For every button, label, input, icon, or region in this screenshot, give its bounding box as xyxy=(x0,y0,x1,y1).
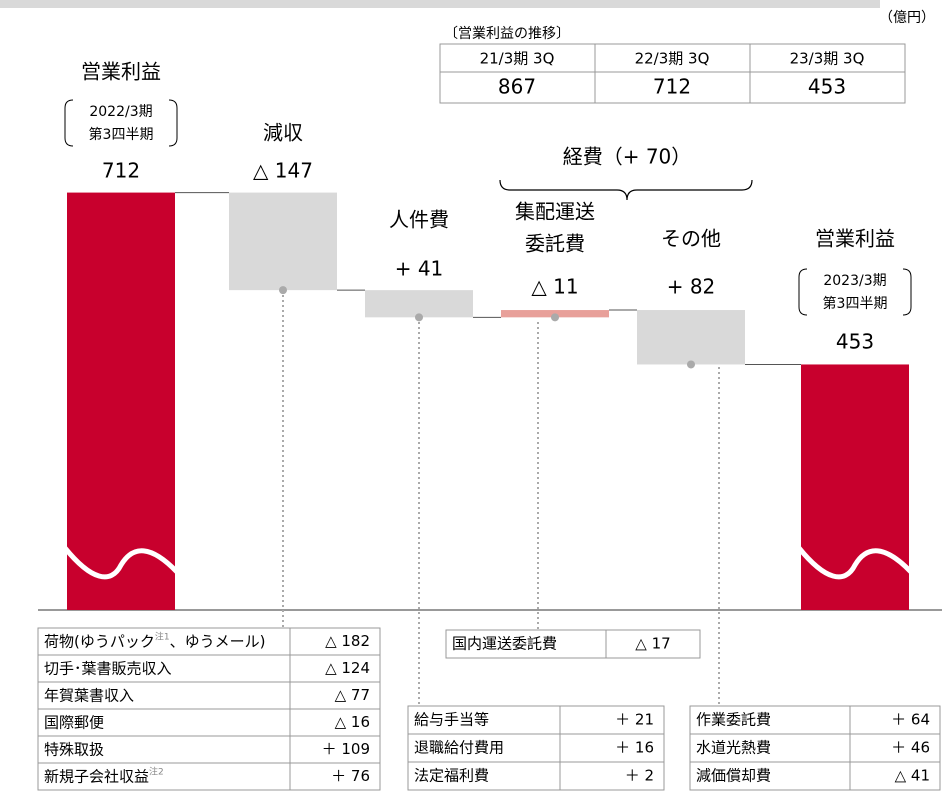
period-label: 第3四半期 xyxy=(89,126,154,143)
table-cell: ＋ 76 xyxy=(331,767,370,785)
table-cell: 法定福利費 xyxy=(414,767,489,785)
table-text: 注2 xyxy=(149,765,164,777)
leaders xyxy=(282,295,720,706)
table-cell: 年賀葉書収入 xyxy=(44,686,134,704)
value-label: 453 xyxy=(836,330,874,354)
bar-dot xyxy=(687,360,695,369)
table-cell: 453 xyxy=(808,75,846,99)
category-label: 人件費 xyxy=(389,208,449,232)
table-border xyxy=(407,705,665,791)
tables: 荷物(ゆうパック注1、ゆうメール) △ 182 切手･葉書販売収入 △ 124 年賀葉書… xyxy=(37,627,941,791)
table-border xyxy=(445,629,701,659)
value-label: 712 xyxy=(102,159,140,183)
table-cell: 減価償却費 xyxy=(696,767,771,785)
table-header: 23/3期 3Q xyxy=(790,50,865,68)
period-bracket xyxy=(64,99,178,147)
bar xyxy=(67,192,175,610)
period-label: 2023/3期 xyxy=(823,273,886,289)
history-table xyxy=(439,43,906,104)
unit-label: （億円） xyxy=(879,10,935,26)
table-text: 、ゆうメール) xyxy=(170,632,266,650)
table-cell: △ 124 xyxy=(325,659,370,677)
bar-dot xyxy=(551,313,559,322)
axis-break xyxy=(63,546,179,580)
category-label: その他 xyxy=(661,227,721,251)
table-cell: ＋ 46 xyxy=(891,739,930,757)
table-cell: △ 41 xyxy=(895,767,930,785)
table-cell: ＋ 16 xyxy=(615,739,654,757)
table-cell: 712 xyxy=(653,75,691,99)
bar-dot xyxy=(415,313,423,322)
bar-dot xyxy=(279,286,287,295)
value-label: + 82 xyxy=(667,275,716,299)
value-label: △ 147 xyxy=(253,159,313,183)
period-label: 2022/3期 xyxy=(89,104,152,120)
table-cell: 作業委託費 xyxy=(696,711,771,729)
bar xyxy=(801,364,909,610)
period-label: 第3四半期 xyxy=(823,295,888,312)
table-border xyxy=(689,705,941,791)
value-label: + 41 xyxy=(395,257,444,281)
table-border xyxy=(439,43,906,104)
table-cell: ＋ 64 xyxy=(891,711,930,729)
table-cell: 給与手当等 xyxy=(414,711,489,729)
table-cell: △ 17 xyxy=(635,635,670,653)
table-caption: 〔営業利益の推移〕 xyxy=(444,26,570,42)
category-label: 営業利益 xyxy=(81,60,161,84)
table-cell: 国内運送委託費 xyxy=(452,635,557,653)
group-brace xyxy=(499,179,753,201)
bar xyxy=(365,290,473,318)
category-label: 減収 xyxy=(263,121,303,145)
table-cell: △ 182 xyxy=(325,632,370,650)
table-cell: 荷物(ゆうパック注1、ゆうメール) xyxy=(44,630,265,650)
category-label: 営業利益 xyxy=(815,227,895,251)
table-cell: 867 xyxy=(498,75,536,99)
category-label: 集配運送 xyxy=(515,200,595,224)
table-text: 特殊取扱 xyxy=(44,740,104,758)
axis-break xyxy=(797,546,913,580)
table-text: 年賀葉書収入 xyxy=(44,686,134,704)
top-band xyxy=(0,0,880,8)
table-header: 22/3期 3Q xyxy=(635,50,710,68)
table-text: 注1 xyxy=(155,630,170,642)
table-cell: △ 77 xyxy=(335,686,370,704)
table-cell: ＋ 109 xyxy=(322,740,370,758)
table-cell: 退職給付費用 xyxy=(414,739,504,757)
table-cell: ＋ 2 xyxy=(625,767,654,785)
table-text: 国際郵便 xyxy=(44,713,104,731)
table-text: 新規子会社収益 xyxy=(44,767,149,785)
table-cell: △ 16 xyxy=(335,713,370,731)
table-cell: 切手･葉書販売収入 xyxy=(44,659,172,677)
bar xyxy=(229,192,337,291)
table-cell: ＋ 21 xyxy=(615,711,654,729)
table-text: 荷物(ゆうパック xyxy=(44,632,155,650)
category-label: 委託費 xyxy=(525,232,585,256)
table-cell: 新規子会社収益注2 xyxy=(44,765,164,785)
period-bracket xyxy=(798,268,912,316)
table-text: 切手･葉書販売収入 xyxy=(44,659,172,677)
table-cell: 水道光熱費 xyxy=(696,739,771,757)
bar xyxy=(637,310,745,365)
table-header: 21/3期 3Q xyxy=(480,50,555,68)
group-label: 経費（+ 70） xyxy=(563,145,692,169)
table-cell: 国際郵便 xyxy=(44,713,104,731)
table-cell: 特殊取扱 xyxy=(44,740,104,758)
value-label: △ 11 xyxy=(531,275,578,299)
